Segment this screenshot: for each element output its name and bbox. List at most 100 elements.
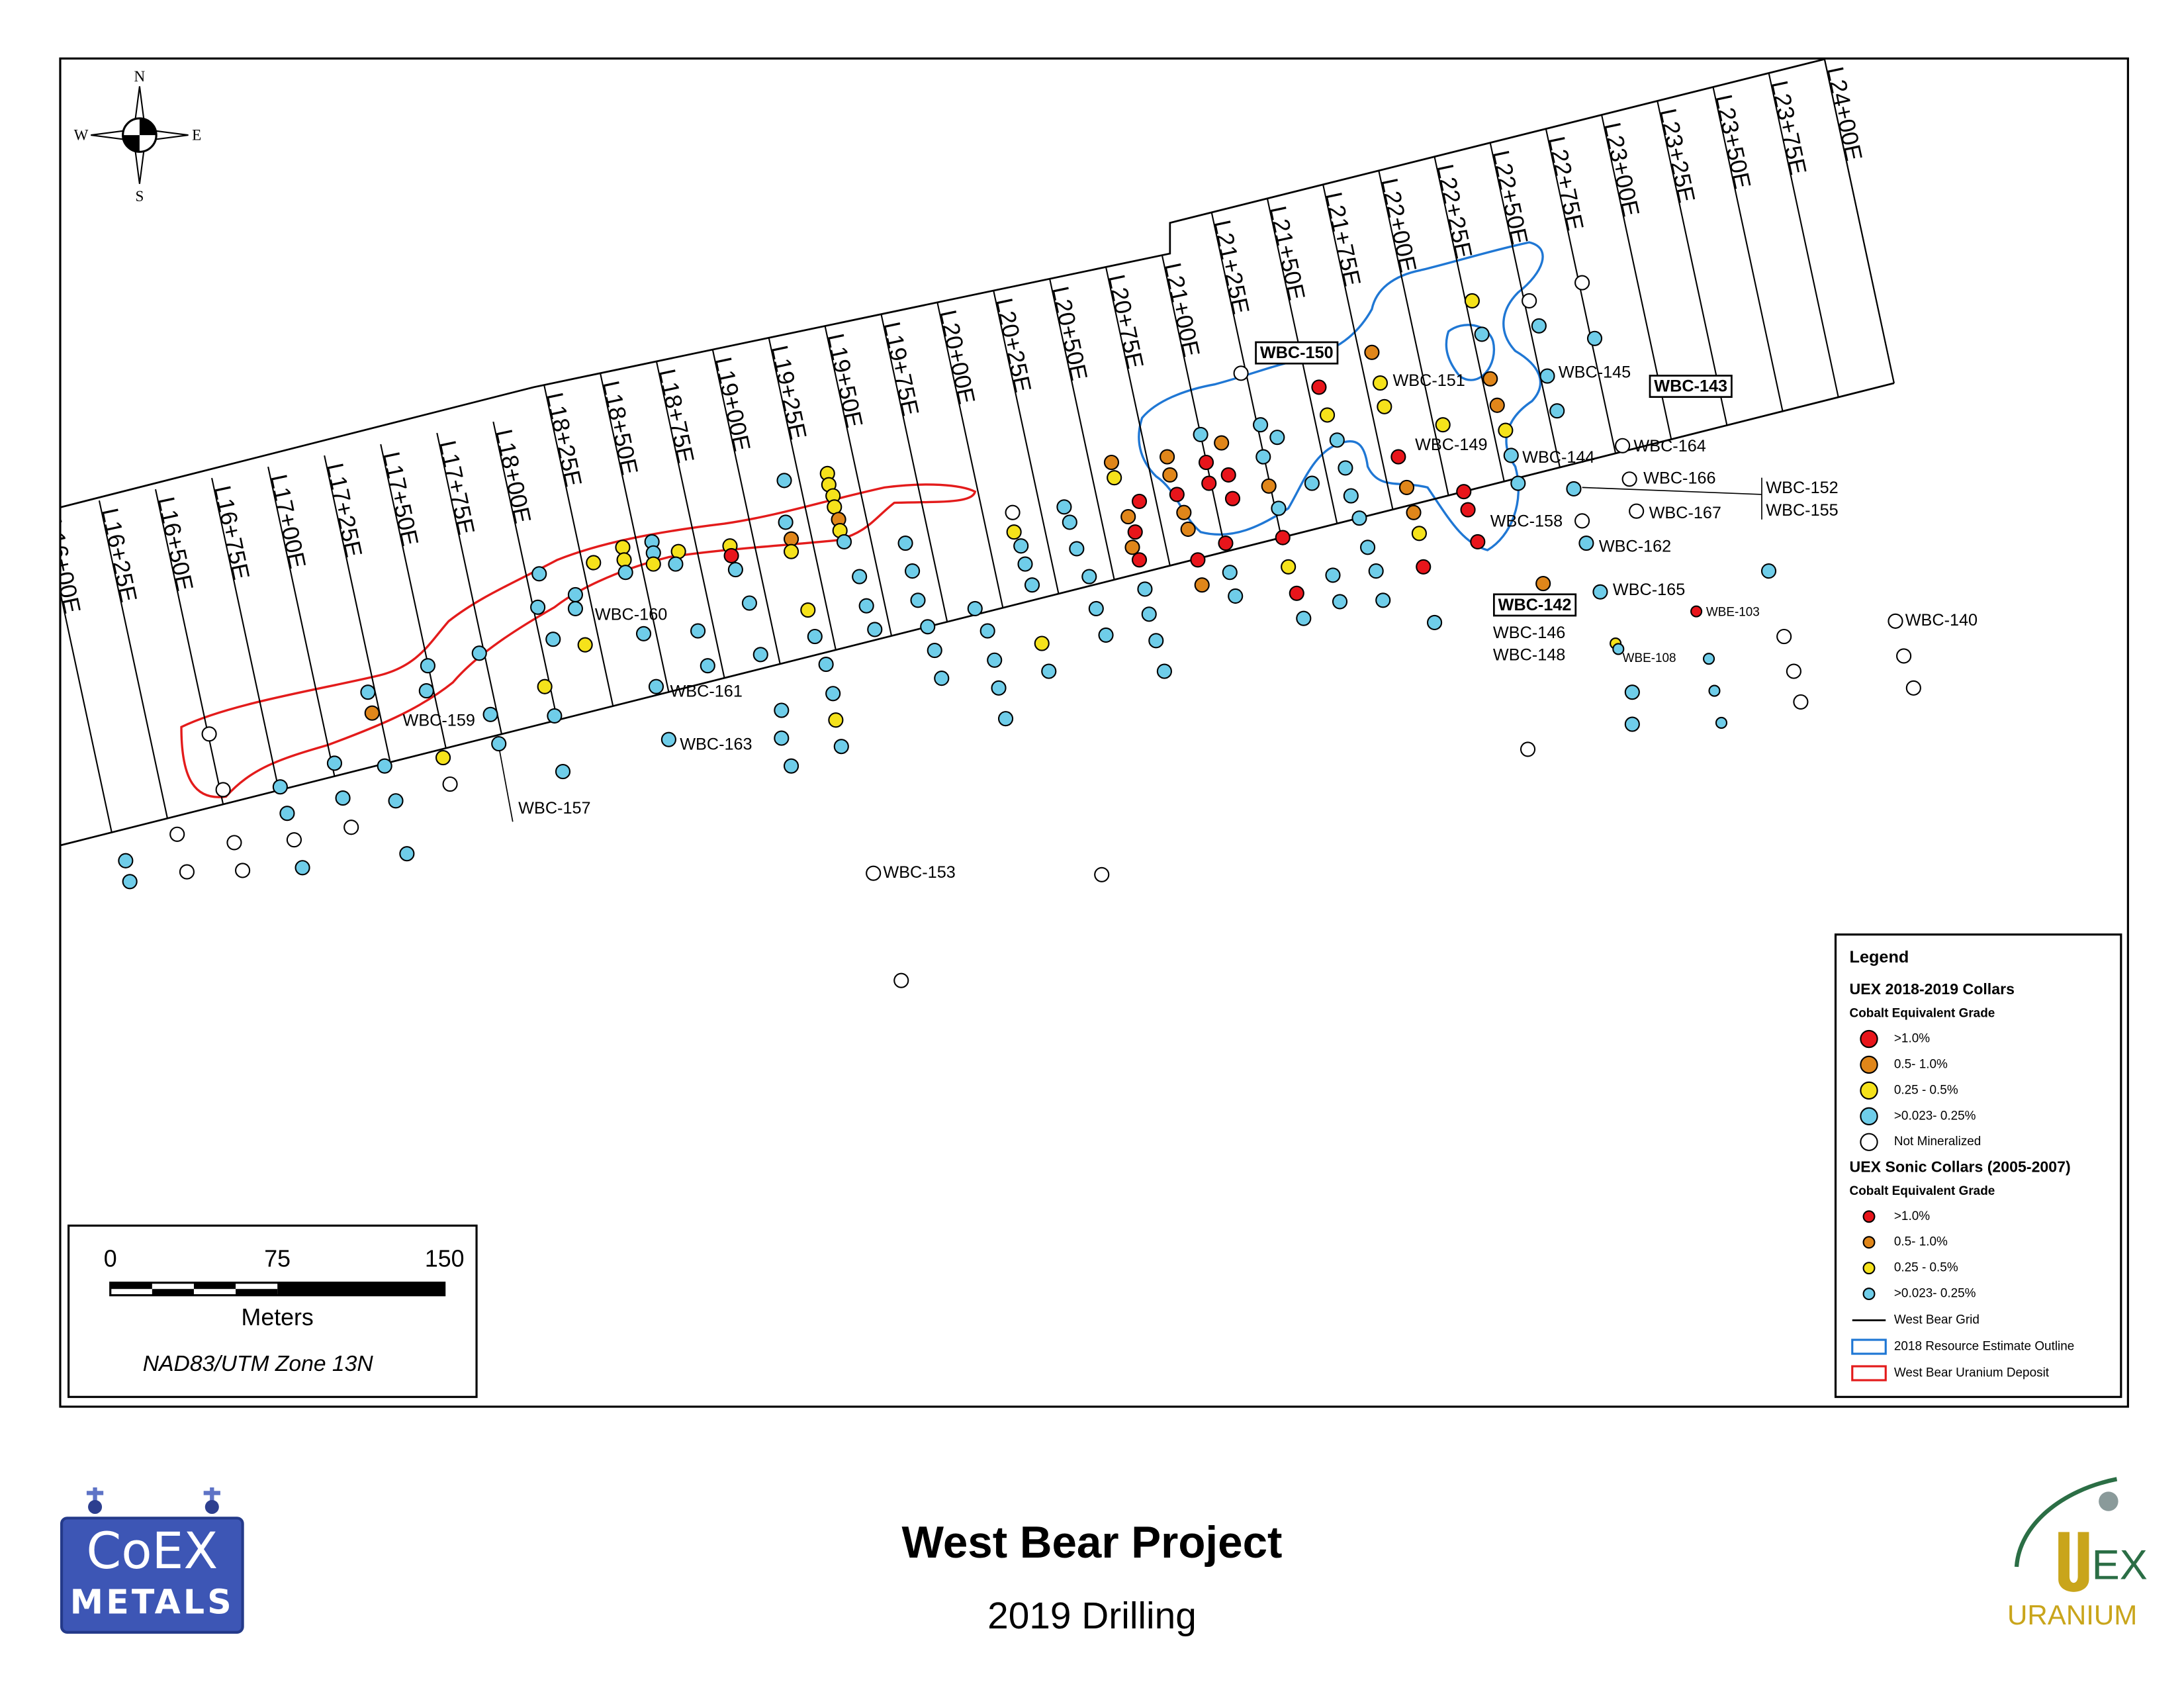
collar [1416, 559, 1432, 575]
collar [1343, 488, 1359, 504]
legend-label: 0.5- 1.0% [1894, 1235, 1948, 1249]
drill-hole-label: WBC-160 [595, 606, 667, 624]
legend-label: 0.5- 1.0% [1894, 1057, 1948, 1071]
grid-line [711, 349, 781, 665]
collar [1261, 478, 1277, 494]
legend-symbol [1862, 1210, 1876, 1223]
collar [827, 499, 842, 515]
collar [897, 535, 913, 551]
collar [997, 711, 1014, 727]
collar [1621, 471, 1637, 487]
collar [727, 561, 743, 578]
collar [1489, 397, 1505, 413]
scale-seg [110, 1282, 152, 1289]
collar [1319, 407, 1336, 423]
collar [1094, 867, 1110, 882]
leader-lines [498, 477, 1762, 822]
collar [967, 600, 983, 617]
collar [1539, 368, 1555, 384]
collar [825, 686, 841, 702]
collar [377, 758, 392, 774]
collar [1056, 499, 1072, 515]
collar [670, 543, 686, 559]
collar [1269, 430, 1285, 445]
collar [1162, 467, 1178, 483]
collar [279, 806, 295, 821]
collar [1289, 585, 1304, 601]
collar [1338, 460, 1353, 476]
collar [1368, 563, 1384, 579]
scale-unit: Meters [242, 1304, 314, 1331]
compass-rose: N E S W [74, 68, 202, 205]
collar [343, 820, 359, 835]
drill-hole-label: WBC-165 [1613, 581, 1685, 599]
collar [617, 565, 633, 581]
collar [1131, 493, 1148, 509]
grid-line [1105, 267, 1171, 566]
logo-ornament [88, 1499, 103, 1515]
legend-label: >1.0% [1894, 1209, 1930, 1223]
collar [399, 846, 415, 862]
collar [1786, 663, 1801, 679]
scale-seg [236, 1289, 278, 1295]
drill-hole-label: WBC-167 [1649, 504, 1721, 522]
logo-text: CoEX [86, 1522, 218, 1580]
legend-symbol [1862, 1288, 1876, 1301]
collar [179, 864, 195, 880]
collar [567, 600, 584, 617]
legend-label: >1.0% [1894, 1032, 1930, 1046]
grid-line [1657, 101, 1728, 426]
collar [1224, 491, 1241, 506]
collar [905, 563, 921, 579]
sonic-collar [1612, 643, 1625, 655]
logo-ornament [2099, 1491, 2118, 1511]
title: West Bear Project [902, 1518, 1283, 1568]
collar [1311, 379, 1327, 395]
collar [668, 556, 684, 572]
logo-swoosh [2014, 1477, 2118, 1568]
collar [1017, 556, 1033, 572]
grid-line [267, 466, 336, 776]
collar [616, 552, 632, 568]
grid-line [60, 588, 113, 833]
subtitle: 2019 Drilling [987, 1595, 1197, 1637]
scale-label: 75 [264, 1246, 291, 1272]
grid-line [1433, 156, 1505, 482]
collar [1351, 510, 1367, 526]
collar [1088, 600, 1104, 617]
map-area: L15+75EL16+00EL16+25EL16+50EL16+75EL17+0… [60, 58, 1978, 988]
collar [118, 853, 134, 868]
collar [491, 735, 507, 752]
collar [530, 599, 546, 615]
drill-hole-label: WBC-159 [403, 712, 475, 730]
collar [1456, 484, 1472, 500]
collar [1131, 552, 1148, 568]
collar [1510, 475, 1526, 491]
logo-u [2058, 1532, 2089, 1592]
collar [1325, 567, 1341, 583]
collar [1398, 479, 1415, 495]
collar [1411, 526, 1428, 541]
collar [1566, 481, 1582, 497]
collar [858, 598, 874, 614]
drill-hole-label: WBC-164 [1633, 437, 1706, 455]
collar [1503, 447, 1519, 463]
collar [1474, 326, 1490, 342]
collar [934, 671, 950, 686]
collar [537, 679, 553, 694]
legend-label: 2018 Resource Estimate Outline [1894, 1340, 2074, 1354]
label-box [1649, 375, 1733, 399]
logo-ornament [86, 1487, 220, 1511]
collar [1218, 535, 1234, 551]
collar [991, 680, 1007, 696]
collar [1372, 375, 1388, 391]
legend-symbol [1862, 1236, 1876, 1249]
collar [800, 602, 816, 618]
collar [1041, 663, 1057, 679]
compass-e: E [192, 127, 201, 144]
collar [1435, 417, 1451, 433]
collar [326, 755, 343, 771]
collar [1586, 330, 1603, 346]
sonic-collar [1703, 653, 1715, 665]
collar [920, 619, 936, 635]
